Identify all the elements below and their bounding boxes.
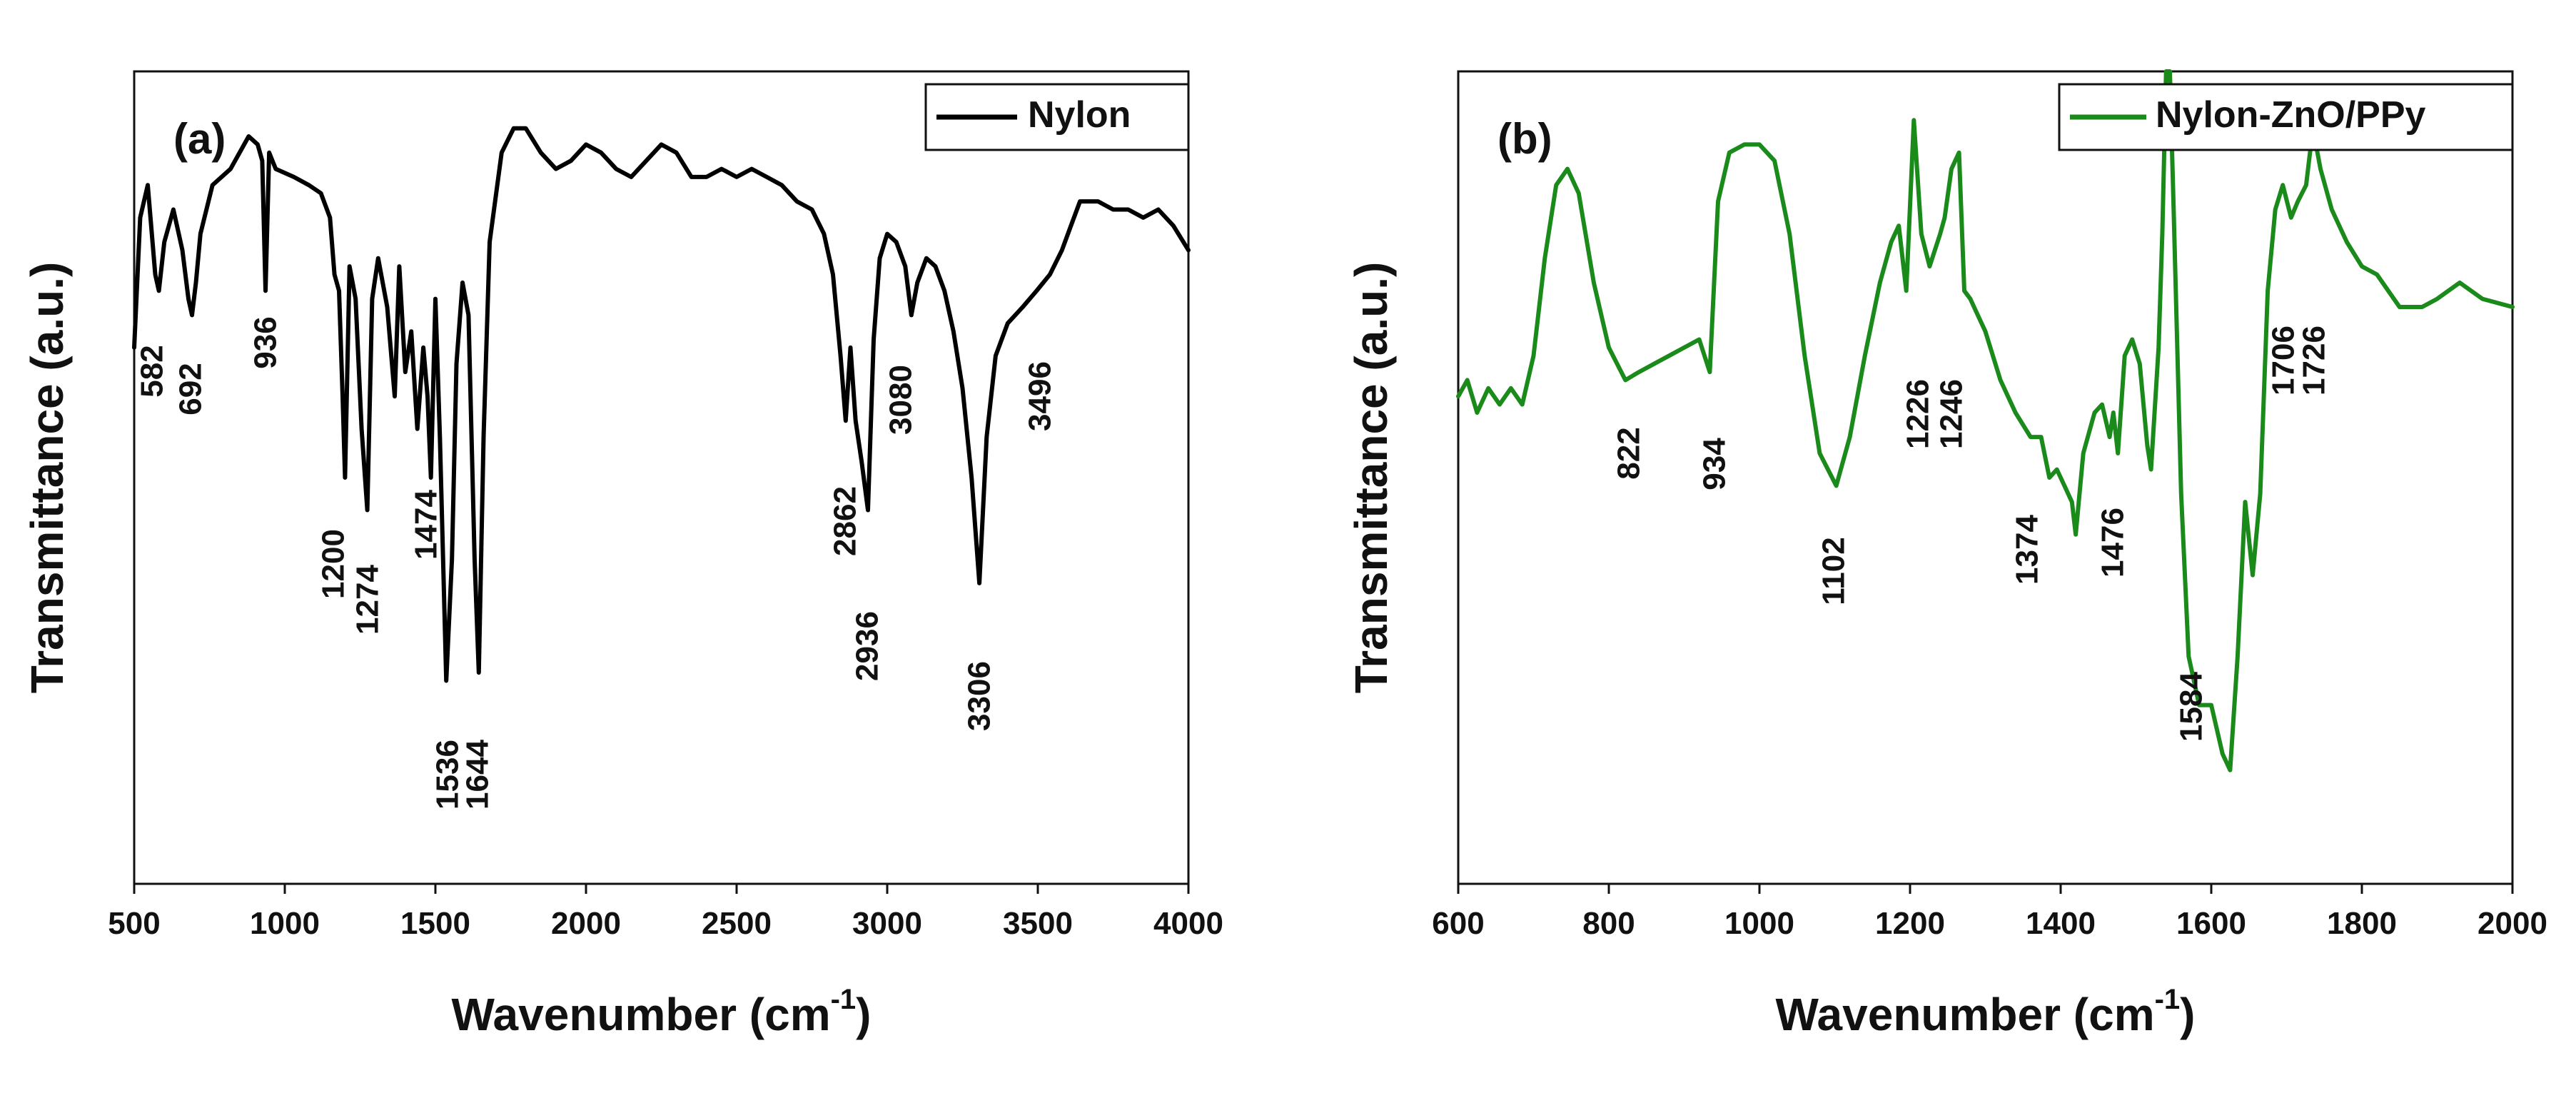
x-axis-title-superscript: -1 — [2155, 984, 2181, 1015]
x-axis-title: Wavenumber (cm-1) — [1776, 984, 2196, 1040]
x-tick-label: 800 — [1582, 906, 1635, 941]
peak-label: 1726 — [2297, 326, 2332, 396]
peak-label: 2936 — [850, 611, 885, 681]
x-axis-title-close: ) — [856, 989, 871, 1040]
peak-label: 1374 — [2010, 515, 2045, 585]
x-tick-label: 1600 — [2176, 906, 2246, 941]
x-axis-title-close: ) — [2180, 989, 2195, 1040]
x-tick-label: 1200 — [1875, 906, 1945, 941]
peak-label: 1706 — [2266, 326, 2301, 396]
x-tick-label: 1000 — [250, 906, 320, 941]
x-tick-label: 2500 — [702, 906, 772, 941]
peak-label: 1536 — [430, 740, 465, 810]
x-tick-label: 600 — [1432, 906, 1484, 941]
x-tick-label: 4000 — [1153, 906, 1223, 941]
peak-label: 692 — [173, 363, 208, 415]
x-axis-title-superscript: -1 — [831, 984, 857, 1015]
x-axis-title-main: Wavenumber (cm — [1776, 989, 2155, 1040]
x-tick-label: 1000 — [1724, 906, 1794, 941]
x-tick-label: 2000 — [551, 906, 621, 941]
peak-label: 1274 — [350, 565, 385, 635]
peak-label: 1246 — [1934, 379, 1969, 449]
peak-label: 3306 — [962, 661, 997, 731]
plot-frame — [1457, 70, 2514, 885]
peak-label: 1476 — [2096, 508, 2131, 578]
peak-label: 2862 — [828, 486, 863, 556]
peak-label: 936 — [248, 316, 283, 368]
x-tick-label: 1800 — [2327, 906, 2397, 941]
chart-panel-b: 600 800 1000 1200 1400 1600 1800 2000 822 934 1102… — [1345, 69, 2547, 1040]
x-tick-label: 1400 — [2026, 906, 2096, 941]
x-tick-label: 1500 — [400, 906, 470, 941]
peak-label: 1584 — [2174, 672, 2209, 742]
peak-label: 3080 — [884, 365, 919, 435]
x-axis-title-main: Wavenumber (cm — [452, 989, 831, 1040]
peak-label: 1226 — [1901, 379, 1936, 449]
peak-label: 822 — [1612, 427, 1647, 479]
x-axis-title: Wavenumber (cm-1) — [452, 984, 872, 1040]
peak-label: 3496 — [1023, 361, 1058, 431]
spectrum-line-nylon — [132, 126, 1191, 683]
legend-label: Nylon-ZnO/PPy — [2156, 94, 2426, 136]
peak-label: 934 — [1697, 438, 1732, 490]
plot-frame — [133, 70, 1190, 885]
panel-label: (b) — [1497, 115, 1552, 163]
peak-label: 1644 — [460, 740, 495, 810]
panel-label: (a) — [173, 115, 226, 163]
y-axis-title: Transmittance (a.u.) — [1345, 262, 1397, 694]
y-axis-title: Transmittance (a.u.) — [21, 262, 73, 694]
x-tick-label: 500 — [108, 906, 160, 941]
peak-label: 1102 — [1817, 537, 1852, 605]
peak-label: 1474 — [409, 490, 444, 560]
x-tick-label: 2000 — [2477, 906, 2547, 941]
spectrum-line-nylon-zno-ppy — [1456, 69, 2515, 772]
x-tick-label: 3500 — [1003, 906, 1073, 941]
legend-label: Nylon — [1028, 94, 1131, 136]
peak-label: 582 — [135, 345, 170, 397]
x-tick-label: 3000 — [852, 906, 922, 941]
peak-label: 1200 — [316, 529, 351, 599]
chart-panel-a: 500 1000 1500 2000 2500 3000 3500 4000 582 692 936… — [21, 70, 1223, 1040]
